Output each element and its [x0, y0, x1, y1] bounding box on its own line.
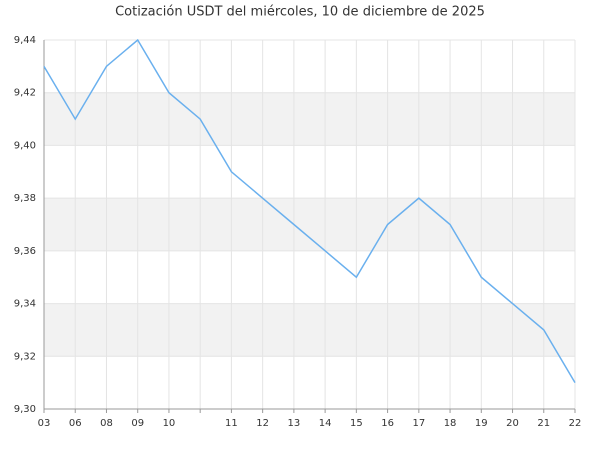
y-tick-label: 9,42 — [14, 88, 36, 99]
y-tick-label: 9,36 — [14, 246, 36, 257]
x-tick-label: 13 — [288, 418, 301, 429]
y-tick-label: 9,34 — [14, 299, 36, 310]
y-tick-label: 9,30 — [14, 404, 36, 415]
x-tick-label: 14 — [319, 418, 332, 429]
x-tick-label: 19 — [475, 418, 488, 429]
x-tick-label: 09 — [131, 418, 144, 429]
y-tick-label: 9,32 — [14, 351, 36, 362]
y-tick-label: 9,38 — [14, 193, 36, 204]
x-tick-label: 20 — [506, 418, 519, 429]
x-tick-label: 15 — [350, 418, 363, 429]
x-tick-label: 08 — [100, 418, 113, 429]
x-tick-label: 17 — [412, 418, 425, 429]
x-tick-label: 22 — [569, 418, 582, 429]
y-tick-label: 9,44 — [14, 35, 36, 46]
x-tick-label: 18 — [444, 418, 457, 429]
grid-band — [44, 303, 575, 357]
x-tick-label: 21 — [537, 418, 550, 429]
x-tick-label: 12 — [256, 418, 269, 429]
y-tick-label: 9,40 — [14, 140, 36, 151]
chart-title: Cotización USDT del miércoles, 10 de dic… — [115, 5, 485, 20]
grid-band — [44, 92, 575, 146]
x-tick-label: 10 — [163, 418, 176, 429]
x-tick-label: 03 — [38, 418, 51, 429]
grid-band — [44, 198, 575, 251]
data-line — [43, 38, 576, 384]
x-tick-label: 16 — [381, 418, 394, 429]
x-tick-label: 06 — [69, 418, 82, 429]
x-tick-label: 11 — [225, 418, 238, 429]
